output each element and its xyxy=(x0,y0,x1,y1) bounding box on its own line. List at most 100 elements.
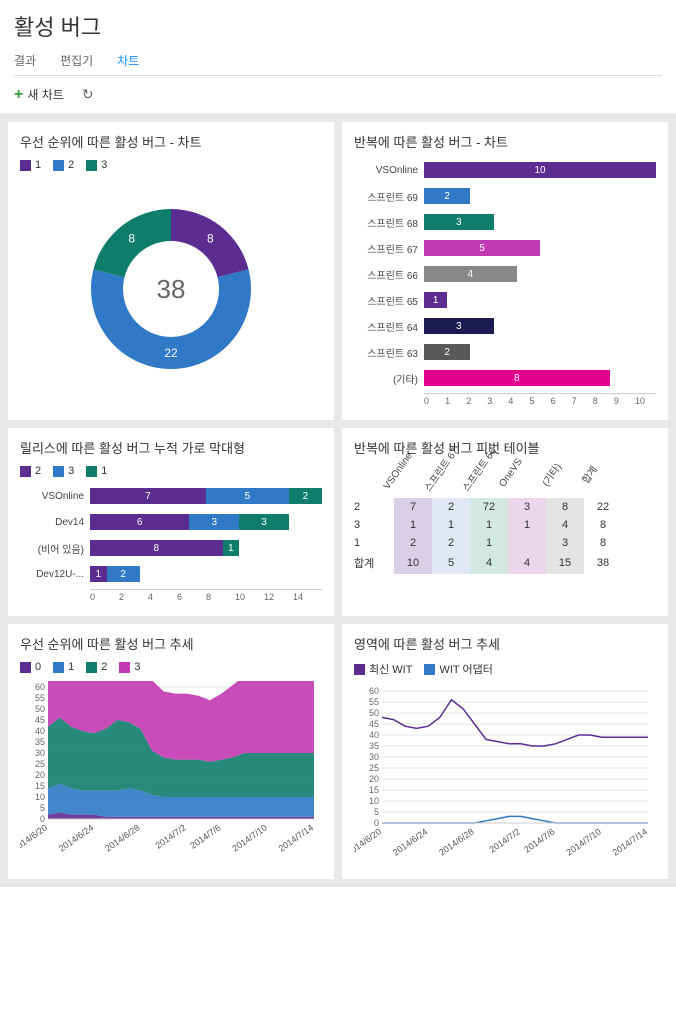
trend-area-card: 영역에 따른 활성 버그 추세 최신 WITWIT 어댑터 0510152025… xyxy=(342,624,668,879)
bar-row: Dev12U-...12 xyxy=(20,563,322,585)
tab-0[interactable]: 결과 xyxy=(14,52,36,69)
axis-tick: 10 xyxy=(635,396,656,406)
svg-text:20: 20 xyxy=(35,770,45,780)
bar-segment: 5 xyxy=(424,240,540,256)
axis-tick: 8 xyxy=(593,396,614,406)
release-title: 릴리스에 따른 활성 버그 누적 가로 막대형 xyxy=(20,438,322,457)
bar-segment: 10 xyxy=(424,162,656,178)
svg-text:55: 55 xyxy=(35,693,45,703)
bar-label: 스프린트 68 xyxy=(354,215,424,230)
x-label: 2014/7/10 xyxy=(230,822,269,853)
legend-swatch xyxy=(20,662,31,673)
bar-label: 스프린트 69 xyxy=(354,189,424,204)
trend-area-title: 영역에 따른 활성 버그 추세 xyxy=(354,634,656,653)
toolbar: + 새 차트 ↻ xyxy=(0,76,676,114)
legend-label: 1 xyxy=(35,159,41,171)
svg-text:50: 50 xyxy=(369,708,379,718)
pivot-col-header: 합계 xyxy=(572,454,606,494)
bar-row: 스프린트 664 xyxy=(354,263,656,285)
pivot-cell: 5 xyxy=(432,552,470,574)
add-chart-label: 새 차트 xyxy=(27,86,63,103)
x-axis: 02468101214 xyxy=(90,589,322,602)
iteration-bar-card: 반복에 따른 활성 버그 - 차트 VSOnline10스프린트 692스프린트… xyxy=(342,122,668,420)
donut-value: 8 xyxy=(128,231,135,245)
bar-segment: 2 xyxy=(424,344,470,360)
legend-item: 2 xyxy=(53,159,74,171)
bar-segment: 4 xyxy=(424,266,517,282)
axis-tick: 2 xyxy=(466,396,487,406)
legend-label: 1 xyxy=(101,465,107,477)
legend-item: 0 xyxy=(20,661,41,673)
bar-segment: 3 xyxy=(424,214,494,230)
axis-tick: 2 xyxy=(119,592,148,602)
tab-2[interactable]: 차트 xyxy=(117,52,139,69)
plus-icon: + xyxy=(14,87,23,103)
legend-swatch xyxy=(119,662,130,673)
legend-label: WIT 어댑터 xyxy=(439,661,492,677)
legend-label: 3 xyxy=(68,465,74,477)
trend-priority-chart: 0510152025303540455055602014/6/202014/6/… xyxy=(20,681,320,861)
legend-label: 3 xyxy=(134,661,140,673)
svg-text:40: 40 xyxy=(369,730,379,740)
legend-item: 1 xyxy=(20,159,41,171)
bar-label: VSOnline xyxy=(354,165,424,176)
legend-label: 1 xyxy=(68,661,74,673)
legend-item: 1 xyxy=(53,661,74,673)
svg-text:45: 45 xyxy=(35,715,45,725)
pivot-cell: 7 xyxy=(394,498,432,516)
release-legend: 231 xyxy=(20,465,322,477)
donut-card: 우선 순위에 따른 활성 버그 - 차트 123 8228 38 xyxy=(8,122,334,420)
donut-legend: 123 xyxy=(20,159,322,171)
tab-1[interactable]: 편집기 xyxy=(60,52,93,69)
axis-tick: 0 xyxy=(90,592,119,602)
bar-track: 12 xyxy=(90,566,322,582)
bar-label: (기타) xyxy=(354,371,424,386)
pivot-title: 반복에 따른 활성 버그 피벗 테이블 xyxy=(354,438,656,457)
bar-segment: 1 xyxy=(90,566,107,582)
bar-label: 스프린트 67 xyxy=(354,241,424,256)
svg-text:35: 35 xyxy=(369,741,379,751)
svg-text:15: 15 xyxy=(369,785,379,795)
pivot-cell: 1 xyxy=(394,516,432,534)
legend-label: 2 xyxy=(68,159,74,171)
bar-segment: 2 xyxy=(424,188,470,204)
pivot-headers: VSOnline스프린트 67스프린트 66OneVS(기타)합계 xyxy=(394,465,656,480)
svg-text:50: 50 xyxy=(35,704,45,714)
bar-row: VSOnline10 xyxy=(354,159,656,181)
bar-track: 633 xyxy=(90,514,322,530)
legend-swatch xyxy=(53,662,64,673)
pivot-cell: 38 xyxy=(584,552,622,574)
bar-track: 752 xyxy=(90,488,322,504)
bar-segment: 8 xyxy=(90,540,223,556)
trend-priority-card: 우선 순위에 따른 활성 버그 추세 0123 0510152025303540… xyxy=(8,624,334,879)
bar-row: VSOnline752 xyxy=(20,485,322,507)
refresh-icon[interactable]: ↻ xyxy=(82,86,94,103)
bar-track: 2 xyxy=(424,344,656,360)
pivot-col-header: (기타) xyxy=(534,454,568,494)
x-label: 2014/7/10 xyxy=(564,826,603,857)
pivot-cell: 4 xyxy=(546,516,584,534)
line-series xyxy=(382,700,648,746)
svg-text:45: 45 xyxy=(369,719,379,729)
legend-swatch xyxy=(86,662,97,673)
pivot-cell: 1 xyxy=(508,516,546,534)
svg-text:5: 5 xyxy=(374,807,379,817)
add-chart-button[interactable]: + 새 차트 xyxy=(14,86,64,103)
axis-tick: 10 xyxy=(235,592,264,602)
tabs: 결과 편집기 차트 xyxy=(14,52,662,76)
legend-item: 3 xyxy=(53,465,74,477)
pivot-cell: 3 xyxy=(546,534,584,552)
pivot-body: 2727238223111148122138합계105441538 xyxy=(354,498,622,574)
iter-title: 반복에 따른 활성 버그 - 차트 xyxy=(354,132,656,151)
trend-priority-legend: 0123 xyxy=(20,661,322,673)
axis-tick: 1 xyxy=(445,396,466,406)
x-label: 2014/7/2 xyxy=(487,826,521,854)
pivot-row: 3111148 xyxy=(354,516,622,534)
bar-label: 스프린트 66 xyxy=(354,267,424,282)
x-label: 2014/6/20 xyxy=(20,822,49,853)
legend-label: 0 xyxy=(35,661,41,673)
svg-text:60: 60 xyxy=(35,682,45,692)
bar-track: 10 xyxy=(424,162,656,178)
legend-item: 1 xyxy=(86,465,107,477)
axis-tick: 6 xyxy=(551,396,572,406)
